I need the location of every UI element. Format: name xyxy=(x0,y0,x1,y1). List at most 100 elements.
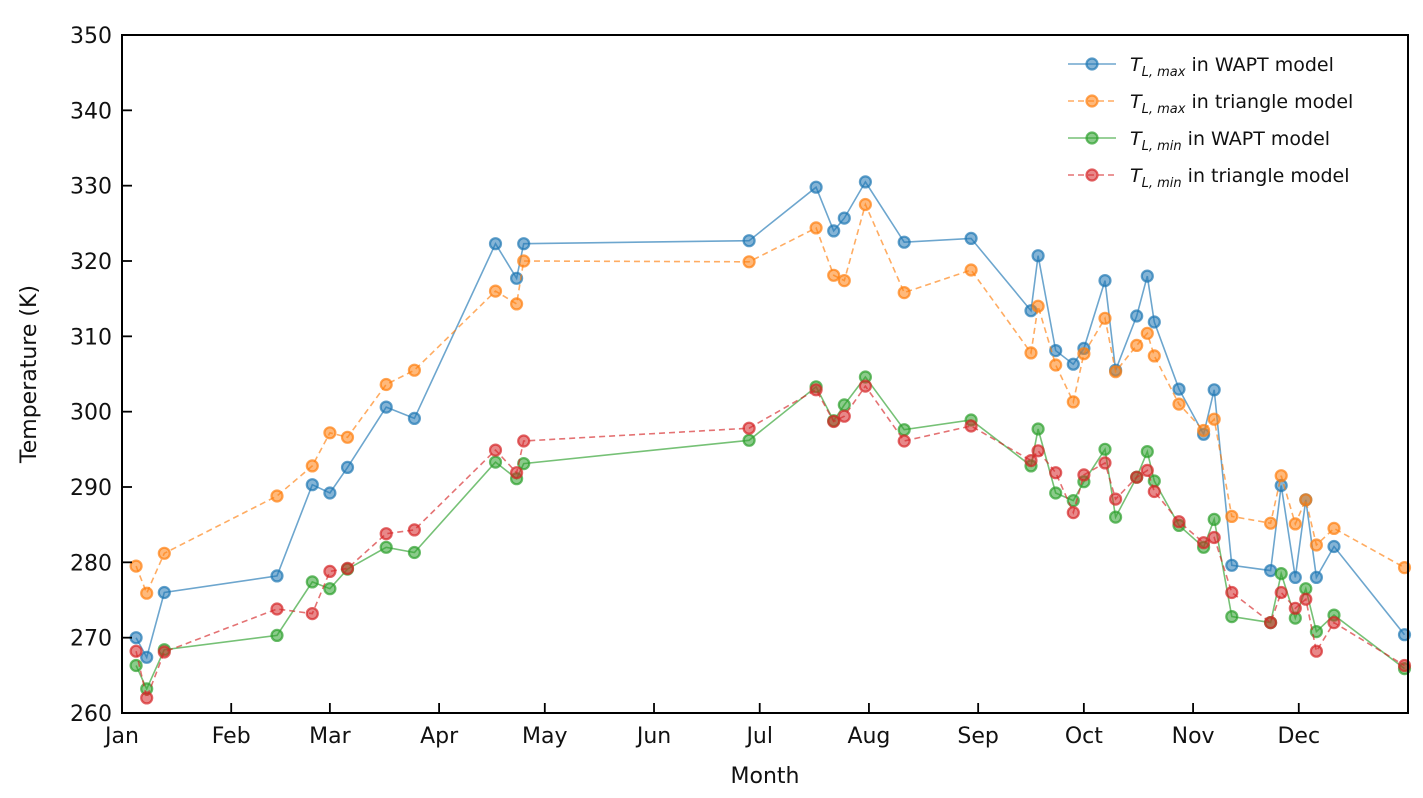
data-point xyxy=(340,430,355,444)
data-point xyxy=(827,224,841,238)
data-point xyxy=(858,197,873,212)
data-point xyxy=(407,411,421,425)
legend-label: TL, min in WAPT model xyxy=(1130,128,1330,154)
x-tick-label: Dec xyxy=(1277,724,1320,749)
data-point xyxy=(1263,516,1278,530)
data-point xyxy=(1108,492,1123,506)
data-point xyxy=(488,284,503,298)
data-point xyxy=(1288,517,1302,531)
y-tick-label: 320 xyxy=(70,250,112,275)
data-point xyxy=(742,255,756,269)
ticks-layer: 260 270 280 290 300 310 320 330 340 350 Jan Feb Mar A… xyxy=(70,24,1320,749)
data-point xyxy=(1207,530,1221,545)
y-tick-label: 300 xyxy=(70,401,112,426)
data-point xyxy=(1098,456,1112,470)
y-tick-label: 280 xyxy=(70,551,112,576)
data-point xyxy=(897,286,911,300)
y-axis-title: Temperature (K) xyxy=(17,285,42,464)
data-point xyxy=(1098,442,1112,456)
data-point xyxy=(1098,311,1112,325)
data-point xyxy=(379,377,393,392)
data-point xyxy=(1031,422,1045,436)
data-point xyxy=(1309,538,1324,552)
data-point xyxy=(1031,249,1045,263)
data-point xyxy=(509,466,524,480)
data-point xyxy=(1207,512,1221,527)
data-point xyxy=(809,180,823,194)
y-tick-label: 260 xyxy=(70,702,112,727)
data-point xyxy=(1147,484,1161,499)
data-point xyxy=(1049,486,1063,500)
data-point xyxy=(1263,563,1278,578)
series-1 xyxy=(129,197,1412,600)
data-point xyxy=(837,398,851,412)
x-tick-label: Oct xyxy=(1065,724,1103,749)
data-point xyxy=(488,443,503,457)
data-point xyxy=(1327,539,1341,554)
data-point xyxy=(379,527,393,541)
data-point xyxy=(1077,468,1091,482)
data-point xyxy=(827,414,841,429)
data-point xyxy=(129,559,143,573)
data-point xyxy=(897,235,911,249)
y-tick-label: 290 xyxy=(70,476,112,501)
data-point xyxy=(140,586,154,600)
data-point xyxy=(270,602,284,616)
data-point xyxy=(407,523,421,537)
data-point xyxy=(323,564,337,579)
x-tick-label: Jul xyxy=(744,724,773,749)
data-point xyxy=(1098,274,1112,288)
data-point xyxy=(1225,609,1239,624)
data-point xyxy=(1309,644,1324,658)
data-point xyxy=(1299,592,1313,606)
data-point xyxy=(858,175,873,189)
y-tick-label: 270 xyxy=(70,627,112,652)
data-point xyxy=(1031,299,1045,313)
data-point xyxy=(488,455,503,469)
x-tick-label: Aug xyxy=(847,724,890,749)
data-point xyxy=(323,486,337,500)
data-point xyxy=(305,575,319,589)
data-point xyxy=(1327,521,1341,536)
data-point xyxy=(129,631,143,645)
data-point xyxy=(1140,326,1154,340)
data-point xyxy=(323,426,337,440)
data-point xyxy=(1207,412,1221,426)
plot-frame xyxy=(121,34,1409,714)
data-point xyxy=(1196,423,1211,438)
data-point xyxy=(517,434,531,448)
data-point xyxy=(809,221,823,235)
x-tick-label: Jan xyxy=(103,724,139,749)
data-point xyxy=(305,606,319,621)
data-point xyxy=(340,561,355,576)
data-point xyxy=(270,628,284,643)
data-point xyxy=(1066,395,1080,409)
data-point xyxy=(1049,466,1063,480)
legend-label: TL, max in WAPT model xyxy=(1130,54,1334,80)
legend: TL, max in WAPT model TL, max in triangle… xyxy=(1068,54,1353,191)
data-point xyxy=(1196,536,1211,550)
data-point xyxy=(270,569,284,583)
legend-marker xyxy=(1085,131,1099,145)
data-point xyxy=(1066,357,1080,371)
x-tick-label: Sep xyxy=(957,724,998,749)
series-line xyxy=(135,180,1406,660)
data-point xyxy=(1024,346,1038,360)
series-layer xyxy=(129,175,1412,705)
data-point xyxy=(140,691,154,705)
data-point xyxy=(323,582,337,596)
data-point xyxy=(1274,566,1288,581)
y-tick-label: 310 xyxy=(70,325,112,350)
data-point xyxy=(157,645,171,659)
data-point xyxy=(964,231,978,245)
data-point xyxy=(157,585,171,600)
data-point xyxy=(1147,474,1161,488)
data-point xyxy=(1172,515,1186,529)
x-tick-label: May xyxy=(522,724,567,749)
data-point xyxy=(1130,470,1144,484)
data-point xyxy=(379,400,393,414)
data-point xyxy=(742,234,756,248)
data-point xyxy=(809,383,823,397)
data-point xyxy=(270,489,284,503)
legend-entry-0: TL, max in WAPT model xyxy=(1068,54,1334,80)
